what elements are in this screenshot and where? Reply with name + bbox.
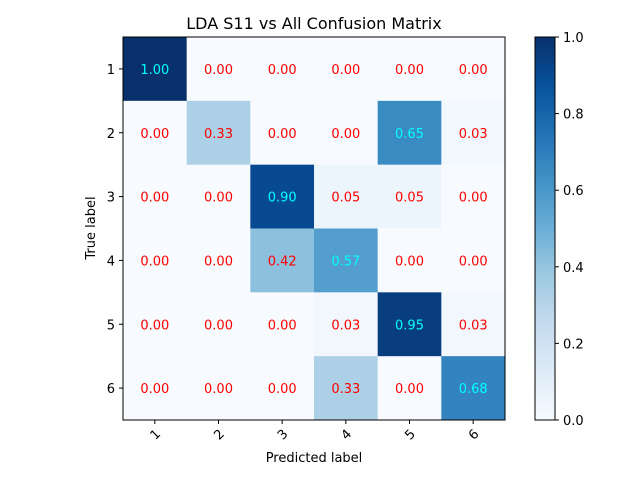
cell-value-r4-c2: 0.00 — [204, 254, 233, 269]
plot-frame — [122, 36, 506, 421]
cell-value-r5-c1: 0.00 — [140, 318, 169, 333]
x-axis-label: Predicted label — [266, 451, 363, 466]
heatmap-cell-r2-c5 — [377, 100, 442, 166]
cell-value-r1-c6: 0.00 — [459, 63, 488, 78]
cell-value-r4-c6: 0.00 — [459, 254, 488, 269]
colorbar-tick-label-1: 0.2 — [563, 337, 584, 352]
colorbar-ticks: 0.0 0.2 0.4 0.6 0.8 1.0 — [555, 31, 584, 429]
heatmap-cell-r6-c4 — [314, 356, 379, 421]
heatmap-cell-r6-c3 — [250, 356, 315, 421]
colorbar-tick-label-3: 0.6 — [563, 184, 584, 199]
cell-value-r6-c1: 0.00 — [140, 382, 169, 397]
heatmap-cell-r1-c4 — [314, 37, 379, 102]
cell-value-r5-c4: 0.03 — [331, 318, 360, 333]
cell-value-r4-c5: 0.00 — [395, 254, 424, 269]
heatmap-cell-r1-c2 — [186, 37, 251, 102]
heatmap-cell-r3-c6 — [441, 164, 506, 229]
cell-value-r2-c6: 0.03 — [459, 127, 488, 142]
heatmap-cell-r6-c6 — [441, 356, 506, 421]
y-tick-label-2: 2 — [107, 127, 115, 142]
cell-value-r3-c5: 0.05 — [395, 191, 424, 206]
heatmap-cell-r6-c5 — [377, 356, 442, 421]
colorbar-tick-label-5: 1.0 — [563, 31, 584, 46]
heatmap-cell-r4-c4 — [314, 228, 379, 293]
cell-value-r3-c6: 0.00 — [459, 191, 488, 206]
cell-value-r3-c1: 0.00 — [140, 191, 169, 206]
cell-value-r5-c3: 0.00 — [268, 318, 297, 333]
cell-value-r6-c6: 0.68 — [459, 382, 488, 397]
heatmap-cell-r4-c6 — [441, 228, 506, 293]
heatmap-cell-r1-c5 — [377, 37, 442, 102]
cell-value-r4-c1: 0.00 — [140, 254, 169, 269]
cell-value-r4-c4: 0.57 — [331, 254, 360, 269]
colorbar-tick-label-0: 0.0 — [563, 414, 584, 429]
heatmap-cell-r2-c2 — [186, 100, 251, 166]
colorbar-tick-label-2: 0.4 — [563, 261, 584, 276]
heatmap-cell-r3-c2 — [186, 164, 251, 229]
heatmap-cell-r3-c3 — [250, 164, 315, 229]
cell-value-r1-c5: 0.00 — [395, 63, 424, 78]
cell-value-r1-c4: 0.00 — [331, 63, 360, 78]
cell-value-r1-c1: 1.00 — [140, 63, 169, 78]
heatmap-cell-r4-c3 — [250, 228, 315, 293]
heatmap-cells — [123, 37, 506, 421]
heatmap-cell-r5-c1 — [123, 292, 188, 357]
heatmap-cell-r1-c1 — [123, 37, 188, 102]
cell-value-r2-c4: 0.00 — [331, 127, 360, 142]
y-tick-label-4: 4 — [107, 254, 115, 269]
y-tick-label-3: 3 — [107, 191, 115, 206]
heatmap-cell-r4-c1 — [123, 228, 188, 293]
colorbar-tick-label-4: 0.8 — [563, 108, 584, 123]
cell-value-r5-c6: 0.03 — [459, 318, 488, 333]
heatmap-cell-r4-c2 — [186, 228, 251, 293]
cell-value-r5-c2: 0.00 — [204, 318, 233, 333]
y-tick-label-6: 6 — [107, 382, 115, 397]
heatmap-cell-r5-c3 — [250, 292, 315, 357]
heatmap-cell-r1-c6 — [441, 37, 506, 102]
heatmap-cell-r2-c1 — [123, 100, 188, 166]
cell-value-r4-c3: 0.42 — [268, 254, 297, 269]
heatmap-cell-r5-c5 — [377, 292, 442, 357]
heatmap-cell-r1-c3 — [250, 37, 315, 102]
cell-value-r6-c5: 0.00 — [395, 382, 424, 397]
colorbar — [534, 36, 556, 421]
heatmap-cell-r4-c5 — [377, 228, 442, 293]
y-axis-ticks: 1 2 3 4 5 6 — [107, 63, 123, 397]
cell-value-r2-c1: 0.00 — [140, 127, 169, 142]
heatmap-cell-r6-c1 — [123, 356, 188, 421]
y-tick-label-5: 5 — [107, 318, 115, 333]
heatmap-cell-r3-c1 — [123, 164, 188, 229]
cell-value-r3-c2: 0.00 — [204, 191, 233, 206]
heatmap-cell-r6-c2 — [186, 356, 251, 421]
heatmap-cell-r5-c6 — [441, 292, 506, 357]
cell-value-r2-c2: 0.33 — [204, 127, 233, 142]
heatmap-cell-r2-c4 — [314, 100, 379, 166]
cell-value-r3-c4: 0.05 — [331, 191, 360, 206]
cell-value-r5-c5: 0.95 — [395, 318, 424, 333]
cell-value-r2-c5: 0.65 — [395, 127, 424, 142]
chart-title: LDA S11 vs All Confusion Matrix — [186, 14, 441, 33]
cell-value-r6-c4: 0.33 — [331, 382, 360, 397]
heatmap-cell-r2-c6 — [441, 100, 506, 166]
cell-value-r6-c3: 0.00 — [268, 382, 297, 397]
cell-value-r2-c3: 0.00 — [268, 127, 297, 142]
cell-value-r1-c3: 0.00 — [268, 63, 297, 78]
cell-labels: 1.00 0.00 0.00 0.00 0.00 0.00 0.00 0.33 0.00 0.00… — [140, 63, 487, 397]
y-tick-label-1: 1 — [107, 63, 115, 78]
heatmap-cell-r3-c5 — [377, 164, 442, 229]
cell-value-r1-c2: 0.00 — [204, 63, 233, 78]
y-axis-label: True label — [84, 196, 99, 260]
cell-value-r6-c2: 0.00 — [204, 382, 233, 397]
heatmap-cell-r5-c4 — [314, 292, 379, 357]
heatmap-cell-r5-c2 — [186, 292, 251, 357]
cell-value-r3-c3: 0.90 — [268, 191, 297, 206]
heatmap-cell-r2-c3 — [250, 100, 315, 166]
heatmap-cell-r3-c4 — [314, 164, 379, 229]
